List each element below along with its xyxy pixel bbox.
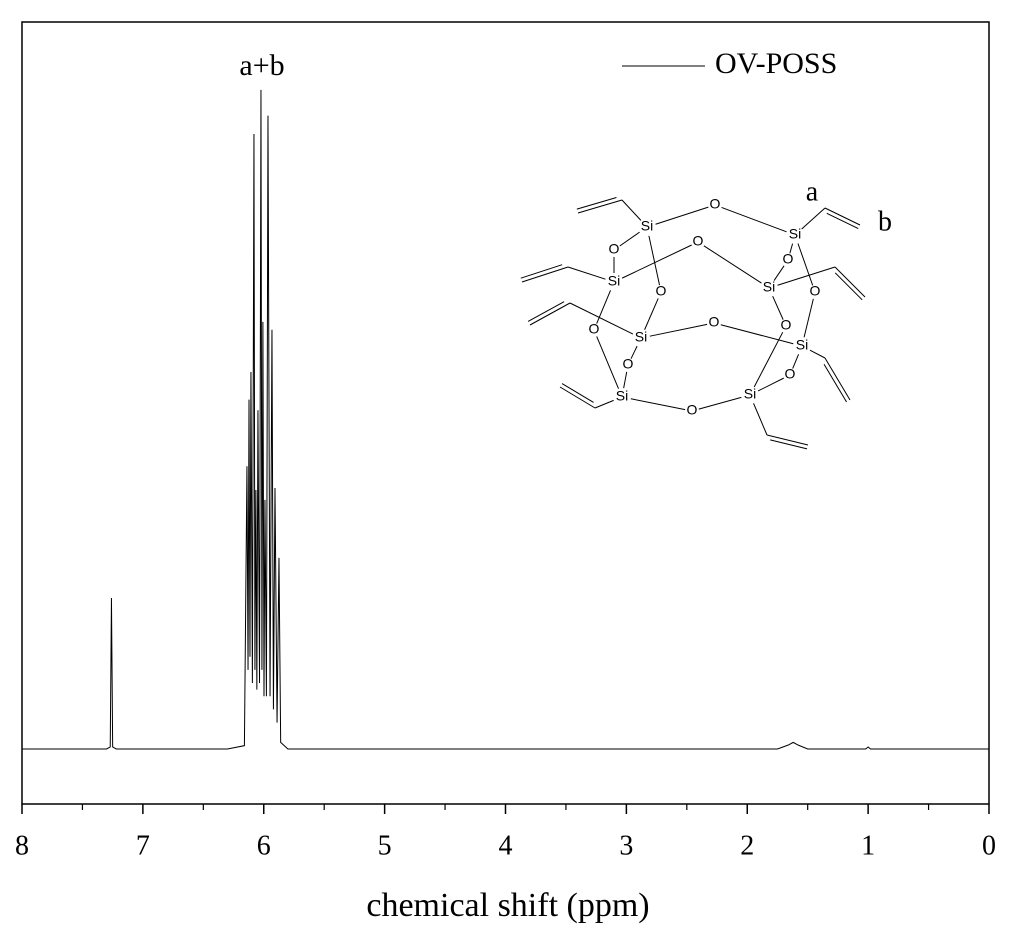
atom-label: O — [785, 366, 796, 382]
bond — [777, 266, 836, 286]
bond — [826, 212, 859, 230]
bond — [520, 264, 563, 279]
x-tick-label: 4 — [499, 830, 513, 861]
bond — [824, 357, 851, 401]
atom-label: O — [609, 241, 620, 257]
bond — [770, 439, 808, 450]
bond — [823, 363, 847, 403]
bond — [623, 371, 628, 389]
bond — [772, 296, 784, 320]
bond — [630, 398, 686, 411]
bond — [594, 399, 614, 409]
structure-label: b — [878, 206, 892, 237]
atom-label: O — [810, 283, 821, 299]
bond — [803, 298, 814, 338]
atom-label: Si — [744, 386, 756, 402]
bond — [721, 206, 787, 233]
atom-label: Si — [616, 388, 628, 404]
bond — [801, 207, 826, 230]
x-tick-label: 0 — [982, 830, 996, 861]
plot-frame — [21, 21, 990, 805]
bond — [792, 354, 800, 369]
x-tick-label: 8 — [15, 830, 29, 861]
bond — [789, 243, 794, 254]
atom-label: O — [693, 233, 704, 249]
bond — [621, 244, 692, 279]
x-tick-label: 1 — [861, 830, 875, 861]
bond — [527, 301, 565, 322]
bond — [567, 266, 606, 280]
atom-label: Si — [796, 337, 808, 353]
bond — [698, 396, 742, 410]
x-tick-label: 7 — [136, 830, 150, 861]
spectrum-line — [22, 89, 989, 750]
bond — [577, 199, 623, 214]
atom-label: Si — [635, 329, 647, 345]
bond — [561, 383, 594, 403]
legend-label: OV-POSS — [715, 47, 837, 80]
bond — [621, 199, 642, 221]
atom-label: O — [589, 321, 600, 337]
atom-label: Si — [763, 279, 775, 295]
bond — [720, 324, 794, 345]
bond — [559, 386, 596, 409]
bond — [797, 243, 814, 286]
bond — [809, 349, 826, 359]
bond — [649, 323, 708, 337]
atom-label: O — [656, 283, 667, 299]
bond — [766, 434, 809, 446]
atom-label: O — [710, 196, 721, 212]
bond — [834, 266, 866, 298]
bond — [753, 331, 784, 388]
atom-label: O — [709, 314, 720, 330]
bond — [569, 302, 634, 335]
bond — [753, 403, 768, 436]
peak-annotation: a+b — [239, 49, 284, 82]
bond — [824, 207, 861, 226]
x-tick-label: 2 — [740, 830, 754, 861]
atom-label: O — [623, 356, 634, 372]
structure-label: a — [806, 176, 819, 207]
x-axis-label: chemical shift (ppm) — [366, 887, 649, 924]
atom-label: O — [783, 251, 794, 267]
bond — [834, 272, 863, 301]
bond — [619, 231, 640, 247]
bond — [521, 266, 569, 283]
bond — [773, 265, 785, 281]
bond — [648, 235, 661, 286]
atom-label: O — [687, 402, 698, 418]
atom-label: Si — [641, 218, 653, 234]
bond — [630, 345, 638, 359]
bond — [644, 298, 659, 330]
bond — [596, 290, 611, 324]
bond — [757, 377, 784, 392]
x-tick-label: 5 — [378, 830, 392, 861]
bond — [596, 336, 619, 389]
bond — [576, 196, 617, 210]
x-tick-label: 3 — [619, 830, 633, 861]
x-tick-label: 6 — [257, 830, 271, 861]
atom-label: Si — [608, 273, 620, 289]
bond — [655, 206, 709, 225]
atom-label: O — [781, 317, 792, 333]
bond — [529, 302, 571, 326]
bond — [703, 245, 762, 284]
atom-label: Si — [789, 226, 801, 242]
